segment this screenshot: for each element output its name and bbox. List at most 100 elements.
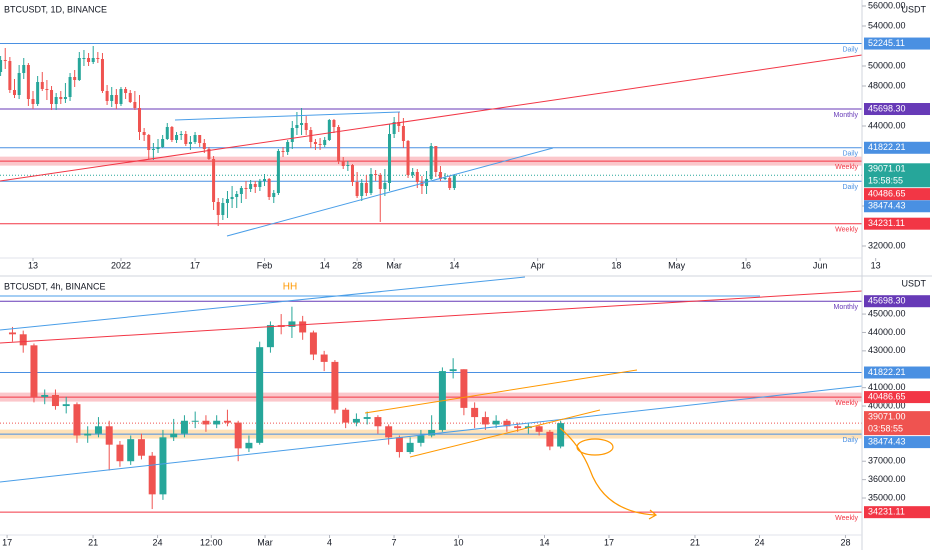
candle-body (299, 321, 307, 333)
x-tick-label: 18 (611, 260, 621, 270)
candle-body (159, 437, 167, 495)
candle-body (385, 426, 393, 438)
candle-body (364, 183, 368, 193)
candle-body (96, 58, 100, 59)
level-price-box (864, 295, 930, 308)
candle-body (295, 125, 299, 128)
candle-body (481, 417, 489, 425)
candle-body (392, 122, 396, 134)
candle-body (320, 354, 328, 362)
level-price-box (864, 366, 930, 379)
candle-body (223, 420, 231, 423)
candle-body (378, 175, 382, 189)
candle-body (212, 159, 216, 202)
level-price-label: 34231.11 (868, 507, 905, 517)
candle-body (341, 161, 345, 166)
y-tick-label: 32000.00 (868, 240, 906, 250)
candle-body (318, 144, 322, 145)
candle-body (142, 132, 146, 135)
candle-body (198, 135, 202, 143)
chart-title: BTCUSDT, 4h, BINANCE (4, 281, 106, 291)
candle-body (309, 332, 317, 355)
candle-body (288, 321, 296, 327)
candle-body (327, 120, 331, 140)
candle-body (124, 89, 128, 93)
candle-body (31, 99, 35, 104)
candle-body (110, 95, 114, 101)
x-tick-label: 24 (754, 537, 764, 547)
candle-body (337, 127, 341, 161)
candle-body (41, 395, 49, 397)
channel-line (364, 369, 638, 414)
candle-body (179, 134, 183, 135)
candle-body (170, 433, 178, 438)
candle-body (369, 174, 373, 193)
candle-body (448, 178, 452, 188)
x-tick-label: 7 (392, 537, 397, 547)
x-tick-label: Apr (531, 260, 545, 270)
candle-body (355, 182, 359, 196)
last-price-box (864, 411, 930, 436)
level-price-box (864, 506, 930, 519)
candle-body (245, 442, 253, 449)
x-tick-label: 14 (320, 260, 330, 270)
candle-body (449, 369, 457, 372)
candle-body (383, 183, 387, 189)
candle-body (286, 142, 290, 152)
level-name: Daily (842, 151, 858, 158)
candle-body (524, 426, 532, 429)
x-tick-label: 17 (190, 260, 200, 270)
candle-body (360, 183, 364, 196)
candle-body (148, 455, 156, 495)
x-tick-label: 4 (327, 537, 332, 547)
x-tick-label: 17 (604, 537, 614, 547)
y-tick-label: 45000.00 (868, 308, 906, 318)
candle-body (128, 93, 132, 102)
candle-body (105, 426, 113, 445)
level-price-box (864, 200, 930, 213)
candle-body (216, 202, 220, 215)
x-tick-label: 2022 (111, 260, 131, 270)
candle-body (406, 141, 410, 175)
candle-body (281, 151, 285, 152)
level-price-box (864, 188, 930, 201)
candle-body (253, 184, 257, 187)
candle-body (8, 332, 16, 335)
candle-body (175, 135, 179, 140)
y-tick-label: 44000.00 (868, 120, 906, 130)
candle-body (535, 426, 543, 432)
trend-line (0, 54, 863, 182)
candle-body (26, 65, 30, 99)
candle-body (165, 127, 169, 139)
candle-body (12, 90, 16, 95)
drawings (0, 54, 863, 520)
last-price-box (864, 163, 930, 188)
candle-body (45, 89, 49, 90)
candle-body (276, 151, 280, 193)
candle-body (77, 58, 81, 80)
x-tick-label: Mar (386, 260, 402, 270)
candle-body (415, 172, 419, 182)
unit-label: USDT (902, 278, 927, 288)
candle-body (68, 77, 72, 97)
candle-body (82, 58, 86, 59)
level-price-label: 38474.43 (868, 436, 906, 446)
candle-body (127, 439, 135, 462)
candle-body (406, 442, 414, 453)
candle-body (300, 123, 304, 125)
level-name: Daily (842, 46, 858, 53)
level-price-box (864, 217, 930, 230)
last-price-label: 39071.00 (868, 412, 906, 422)
candle-body (170, 127, 174, 140)
x-tick-label: Mar (257, 537, 273, 547)
level-name: Weekly (835, 164, 858, 171)
candle-body (156, 147, 160, 149)
candle-body (73, 77, 77, 80)
candle-body (256, 347, 264, 443)
candle-body (62, 404, 70, 407)
projection-arrow (559, 427, 656, 516)
trend-line (226, 147, 554, 237)
candle-body (30, 345, 38, 397)
